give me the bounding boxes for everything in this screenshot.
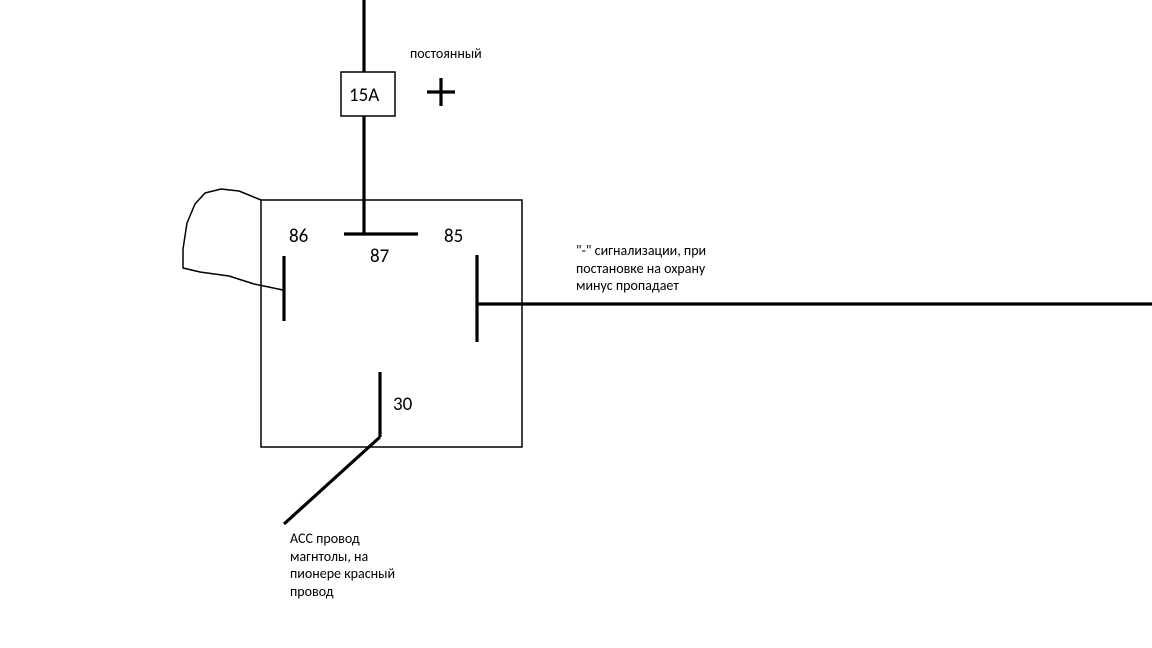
relay-box — [261, 200, 522, 447]
schematic-svg — [0, 0, 1152, 648]
wire-30-out — [284, 437, 380, 524]
fuse-box — [341, 72, 395, 116]
diagram-canvas: постоянный 15A 86 87 85 30 "-" сигнализа… — [0, 0, 1152, 648]
wire-86-freehand — [183, 189, 283, 290]
